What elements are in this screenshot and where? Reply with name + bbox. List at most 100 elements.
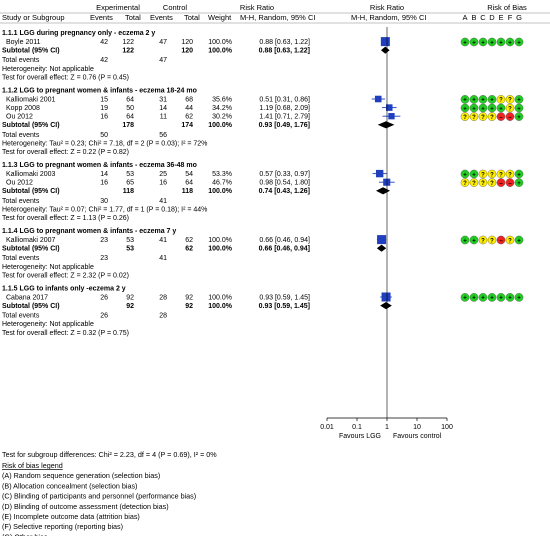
header-method-2: M-H, Random, 95% CI bbox=[351, 13, 426, 22]
heterogeneity-text: Heterogeneity: Tau² = 0.07; Chi² = 1.77,… bbox=[2, 206, 207, 213]
bias-symbol: + bbox=[508, 296, 512, 302]
study-total-control: 92 bbox=[185, 294, 193, 301]
bias-dot bbox=[505, 112, 515, 121]
study-events-control: 28 bbox=[159, 294, 167, 301]
study-point-square bbox=[386, 104, 393, 111]
bias-dot bbox=[505, 235, 515, 245]
subgroup-differences-text: Test for subgroup differences: Chi² = 2.… bbox=[2, 450, 217, 459]
bias-dot bbox=[469, 235, 479, 245]
study-ci-text: 0.93 [0.59, 1.45] bbox=[259, 294, 310, 301]
total-events-control: 41 bbox=[159, 255, 167, 262]
study-row: Kalliomaki 2007 23 53 41 62 100.0% 0.66 [0.46,… bbox=[6, 235, 524, 245]
study-row: Ou 2012 16 64 11 62 30.2% 1.41 [0.71, 2.79]???… bbox=[6, 112, 524, 121]
bias-dot bbox=[514, 103, 524, 113]
bias-dot bbox=[496, 112, 506, 121]
bias-dot bbox=[496, 293, 506, 302]
study-events-control: 16 bbox=[159, 180, 167, 187]
study-point-square bbox=[377, 235, 387, 245]
bias-dot bbox=[460, 169, 470, 179]
subtotal-ci-text: 0.88 [0.63, 1.22] bbox=[259, 48, 310, 55]
bias-symbol: – bbox=[508, 181, 512, 187]
header-risk-ratio-2: Risk Ratio bbox=[370, 3, 404, 12]
bias-dot bbox=[478, 112, 488, 121]
bias-symbol: + bbox=[490, 296, 494, 302]
study-name: Kalliomaki 2007 bbox=[6, 237, 56, 244]
overall-effect-text: Test for overall effect: Z = 0.32 (P = 0… bbox=[2, 330, 129, 337]
bias-dot bbox=[496, 95, 506, 104]
header-risk-ratio: Risk Ratio bbox=[240, 3, 274, 12]
bias-row: ???? – – + bbox=[460, 112, 524, 121]
bias-symbol: + bbox=[490, 98, 494, 104]
subtotal-weight: 100.0% bbox=[208, 188, 233, 195]
bias-symbol: + bbox=[517, 40, 521, 46]
total-events-label: Total events bbox=[2, 255, 40, 262]
study-events-control: 47 bbox=[159, 39, 167, 46]
bias-symbol: + bbox=[472, 296, 476, 302]
favours-right-label: Favours control bbox=[393, 433, 442, 440]
header-method: M-H, Random, 95% CI bbox=[240, 13, 315, 22]
bias-symbol: ? bbox=[463, 181, 467, 187]
study-row: Boyle 2011 42 122 47 120 100.0% 0.88 [0.63, 1.… bbox=[6, 37, 524, 47]
bias-dot bbox=[460, 103, 470, 113]
study-row: Kalliomaki 2003 14 53 25 54 53.3% 0.57 [0.33, … bbox=[6, 169, 524, 179]
bias-dot bbox=[514, 293, 524, 302]
subgroup-title: 1.1.1 LGG during pregnancy only - eczema… bbox=[2, 30, 155, 37]
bias-dot bbox=[460, 37, 470, 47]
bias-letter-c: C bbox=[480, 13, 486, 22]
study-total-control: 44 bbox=[185, 105, 193, 112]
overall-effect-text: Test for overall effect: Z = 0.76 (P = 0… bbox=[2, 74, 129, 81]
bias-dot bbox=[469, 178, 479, 187]
bias-symbol: – bbox=[499, 181, 503, 187]
study-total-control: 120 bbox=[181, 39, 193, 46]
subtotal-weight: 100.0% bbox=[208, 246, 233, 253]
subtotal-row: Subtotal (95% CI) 92 92 100.0% 0.93 [0.59, 1… bbox=[2, 302, 392, 310]
bias-dot bbox=[478, 95, 488, 104]
bias-dot bbox=[505, 178, 515, 187]
bias-dot bbox=[514, 95, 524, 104]
bias-symbol: + bbox=[517, 296, 521, 302]
bias-row: + + + + + + + bbox=[460, 293, 524, 302]
study-total-experimental: 50 bbox=[126, 105, 134, 112]
bias-legend-item: (E) Incomplete outcome data (attrition b… bbox=[2, 512, 140, 521]
subtotal-total-experimental: 92 bbox=[126, 303, 134, 310]
subgroup-4: 1.1.4 LGG to pregnant women & infants - … bbox=[2, 228, 524, 279]
bias-symbol: ? bbox=[508, 172, 512, 178]
study-ci-text: 0.88 [0.63, 1.22] bbox=[259, 39, 310, 46]
study-row: Ou 2012 16 65 16 64 46.7% 0.98 [0.54, 1.80]???… bbox=[6, 178, 524, 187]
subtotal-label: Subtotal (95% CI) bbox=[2, 48, 60, 55]
bias-symbol: + bbox=[517, 115, 521, 121]
heterogeneity-text: Heterogeneity: Not applicable bbox=[2, 321, 94, 328]
subtotal-row: Subtotal (95% CI) 118 118 100.0% 0.74 [0.43,… bbox=[2, 187, 391, 195]
subtotal-total-control: 92 bbox=[185, 303, 193, 310]
study-events-experimental: 15 bbox=[100, 96, 108, 103]
total-events-row: Total events 30 41 bbox=[2, 198, 167, 205]
study-name: Boyle 2011 bbox=[6, 39, 41, 46]
bias-symbol: ? bbox=[481, 181, 485, 187]
bias-dot bbox=[514, 178, 524, 187]
header-risk-of-bias: Risk of Bias bbox=[487, 3, 527, 12]
study-events-control: 31 bbox=[159, 96, 167, 103]
subtotal-ci-text: 0.74 [0.43, 1.26] bbox=[259, 188, 310, 195]
bias-symbol: ? bbox=[472, 115, 476, 121]
bias-legend-item: (B) Allocation concealment (selection bi… bbox=[2, 481, 137, 490]
study-ci-text: 0.57 [0.33, 0.97] bbox=[259, 171, 310, 178]
total-events-label: Total events bbox=[2, 57, 40, 64]
study-total-experimental: 122 bbox=[122, 39, 134, 46]
study-ci-text: 0.51 [0.31, 0.86] bbox=[259, 96, 310, 103]
bias-dot bbox=[505, 37, 515, 47]
header-total-e: Total bbox=[125, 13, 141, 22]
study-total-experimental: 65 bbox=[126, 180, 134, 187]
study-events-experimental: 16 bbox=[100, 114, 108, 121]
bias-symbol: + bbox=[517, 98, 521, 104]
bias-symbol: + bbox=[481, 296, 485, 302]
bias-symbol: + bbox=[508, 40, 512, 46]
bias-letter-f: F bbox=[508, 13, 513, 22]
bias-symbol: + bbox=[463, 238, 467, 244]
bias-symbol: ? bbox=[490, 115, 494, 121]
subtotal-diamond bbox=[380, 46, 390, 54]
bias-symbol: + bbox=[472, 98, 476, 104]
bias-symbol: + bbox=[481, 40, 485, 46]
total-events-experimental: 23 bbox=[100, 255, 108, 262]
total-events-experimental: 30 bbox=[100, 198, 108, 205]
bias-dot bbox=[487, 112, 497, 121]
